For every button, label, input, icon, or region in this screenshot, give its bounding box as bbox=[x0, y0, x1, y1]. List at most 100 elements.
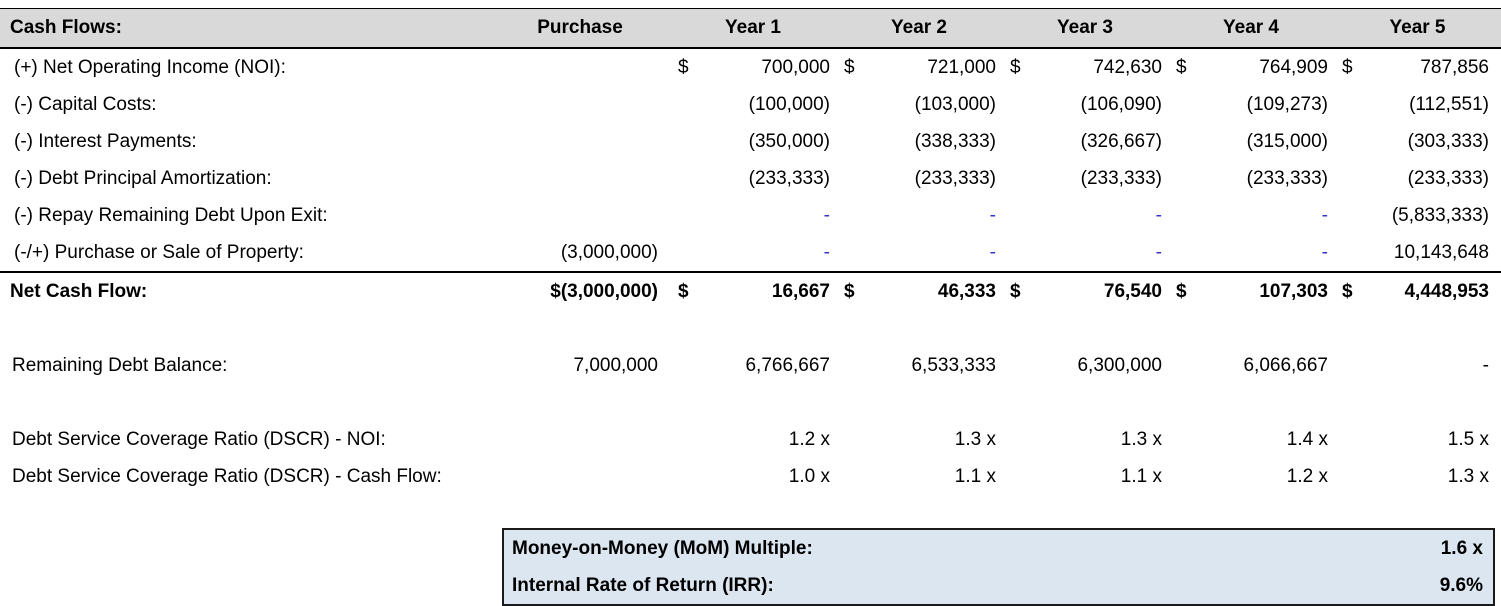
year3-cell: (233,333) bbox=[1002, 168, 1168, 190]
year1-cell: - bbox=[670, 205, 836, 227]
year2-cell: (233,333) bbox=[836, 168, 1002, 190]
currency-symbol: $ bbox=[844, 280, 855, 302]
row-label: (-/+) Purchase or Sale of Property: bbox=[14, 241, 304, 263]
cell-value: 6,300,000 bbox=[1077, 354, 1162, 376]
dash-value: - bbox=[989, 204, 996, 226]
cell-value: 1.3 x bbox=[1447, 465, 1489, 487]
year4-cell: $764,909 bbox=[1168, 57, 1334, 79]
row-label: (-) Interest Payments: bbox=[14, 130, 197, 152]
cell-value: (233,333) bbox=[1246, 167, 1328, 189]
row-label: Debt Service Coverage Ratio (DSCR) - NOI… bbox=[12, 428, 386, 450]
cell-value: 787,856 bbox=[1420, 56, 1489, 78]
currency-symbol: $ bbox=[1176, 56, 1187, 78]
cell-value: 1.0 x bbox=[788, 465, 830, 487]
col-header-year5: Year 5 bbox=[1389, 17, 1446, 38]
year2-cell: $721,000 bbox=[836, 57, 1002, 79]
dash-value: - bbox=[1321, 241, 1328, 263]
currency-symbol: $ bbox=[678, 280, 689, 302]
mom-multiple-value: 1.6 x bbox=[1440, 537, 1483, 559]
table-row-dscr-cashflow: Debt Service Coverage Ratio (DSCR) - Cas… bbox=[0, 458, 1501, 495]
year5-cell: - bbox=[1334, 355, 1501, 377]
year3-cell: - bbox=[1002, 205, 1168, 227]
year2-cell: (103,000) bbox=[836, 94, 1002, 116]
year4-cell: - bbox=[1168, 242, 1334, 264]
cell-value: (350,000) bbox=[748, 130, 830, 152]
cell-value: 6,066,667 bbox=[1243, 354, 1328, 376]
year5-cell: $4,448,953 bbox=[1334, 281, 1501, 303]
year5-cell: 1.3 x bbox=[1334, 466, 1501, 488]
cell-value: 1.5 x bbox=[1447, 428, 1489, 450]
year2-cell: - bbox=[836, 205, 1002, 227]
year4-cell: $107,303 bbox=[1168, 281, 1334, 303]
currency-symbol: $ bbox=[1342, 280, 1353, 302]
irr-label: Internal Rate of Return (IRR): bbox=[512, 574, 774, 596]
table-row-noi: (+) Net Operating Income (NOI): $700,000… bbox=[0, 49, 1501, 86]
cell-value: (233,333) bbox=[1407, 167, 1489, 189]
cell-value: 16,667 bbox=[771, 280, 830, 302]
year4-cell: (315,000) bbox=[1168, 131, 1334, 153]
dash-value: - bbox=[1155, 204, 1162, 226]
currency-symbol: $ bbox=[1176, 280, 1187, 302]
year4-cell: (233,333) bbox=[1168, 168, 1334, 190]
year5-cell: 10,143,648 bbox=[1334, 242, 1501, 264]
cell-value: (338,333) bbox=[914, 130, 996, 152]
row-label: (+) Net Operating Income (NOI): bbox=[14, 56, 286, 78]
cell-value: (109,273) bbox=[1246, 93, 1328, 115]
year3-cell: 1.1 x bbox=[1002, 466, 1168, 488]
blank-row bbox=[0, 495, 1501, 528]
table-row-capital-costs: (-) Capital Costs: (100,000) (103,000) (… bbox=[0, 86, 1501, 123]
cell-value: (106,090) bbox=[1080, 93, 1162, 115]
blank-row bbox=[0, 310, 1501, 347]
cell-value: (303,333) bbox=[1407, 130, 1489, 152]
year1-cell: (350,000) bbox=[670, 131, 836, 153]
dash-value: - bbox=[823, 204, 830, 226]
year4-cell: 6,066,667 bbox=[1168, 355, 1334, 377]
purchase-cell: $(3,000,000) bbox=[550, 280, 658, 302]
row-label: (-) Repay Remaining Debt Upon Exit: bbox=[14, 204, 328, 226]
currency-symbol: $ bbox=[1010, 280, 1021, 302]
year3-cell: 6,300,000 bbox=[1002, 355, 1168, 377]
year1-cell: 6,766,667 bbox=[670, 355, 836, 377]
year1-cell: $700,000 bbox=[670, 57, 836, 79]
table-row-net-cash-flow: Net Cash Flow: $(3,000,000) $16,667 $46,… bbox=[0, 271, 1501, 310]
cell-value: 1.3 x bbox=[1120, 428, 1162, 450]
mom-multiple-label: Money-on-Money (MoM) Multiple: bbox=[512, 537, 813, 559]
col-header-purchase: Purchase bbox=[537, 17, 623, 38]
purchase-cell: 7,000,000 bbox=[573, 354, 658, 376]
table-row-amortization: (-) Debt Principal Amortization: (233,33… bbox=[0, 160, 1501, 197]
row-label: Remaining Debt Balance: bbox=[12, 354, 228, 376]
year5-cell: 1.5 x bbox=[1334, 429, 1501, 451]
year1-cell: $16,667 bbox=[670, 281, 836, 303]
year5-cell: (112,551) bbox=[1334, 94, 1501, 116]
purchase-cell: (3,000,000) bbox=[560, 241, 658, 263]
cell-value: 6,533,333 bbox=[911, 354, 996, 376]
irr-value: 9.6% bbox=[1439, 574, 1483, 596]
table-title: Cash Flows: bbox=[10, 17, 122, 38]
year2-cell: $46,333 bbox=[836, 281, 1002, 303]
cell-value: 6,766,667 bbox=[745, 354, 830, 376]
year1-cell: - bbox=[670, 242, 836, 264]
table-row-purchase-sale: (-/+) Purchase or Sale of Property: (3,0… bbox=[0, 234, 1501, 271]
cell-value: 10,143,648 bbox=[1393, 241, 1489, 263]
year3-cell: $76,540 bbox=[1002, 281, 1168, 303]
cell-value: (326,667) bbox=[1080, 130, 1162, 152]
cell-value: 1.1 x bbox=[1120, 465, 1162, 487]
col-header-year3: Year 3 bbox=[1057, 17, 1113, 38]
year2-cell: - bbox=[836, 242, 1002, 264]
year3-cell: (326,667) bbox=[1002, 131, 1168, 153]
col-header-year4: Year 4 bbox=[1223, 17, 1279, 38]
cell-value: 1.4 x bbox=[1286, 428, 1328, 450]
cell-value: (233,333) bbox=[748, 167, 830, 189]
table-row-dscr-noi: Debt Service Coverage Ratio (DSCR) - NOI… bbox=[0, 421, 1501, 458]
col-header-year2: Year 2 bbox=[891, 17, 947, 38]
year3-cell: (106,090) bbox=[1002, 94, 1168, 116]
currency-symbol: $ bbox=[678, 56, 689, 78]
cell-value: (315,000) bbox=[1246, 130, 1328, 152]
row-label: Debt Service Coverage Ratio (DSCR) - Cas… bbox=[12, 465, 442, 487]
cell-value: (5,833,333) bbox=[1391, 204, 1489, 226]
year2-cell: 6,533,333 bbox=[836, 355, 1002, 377]
cell-value: 721,000 bbox=[927, 56, 996, 78]
row-label: Net Cash Flow: bbox=[10, 280, 148, 302]
row-label: (-) Debt Principal Amortization: bbox=[14, 167, 272, 189]
